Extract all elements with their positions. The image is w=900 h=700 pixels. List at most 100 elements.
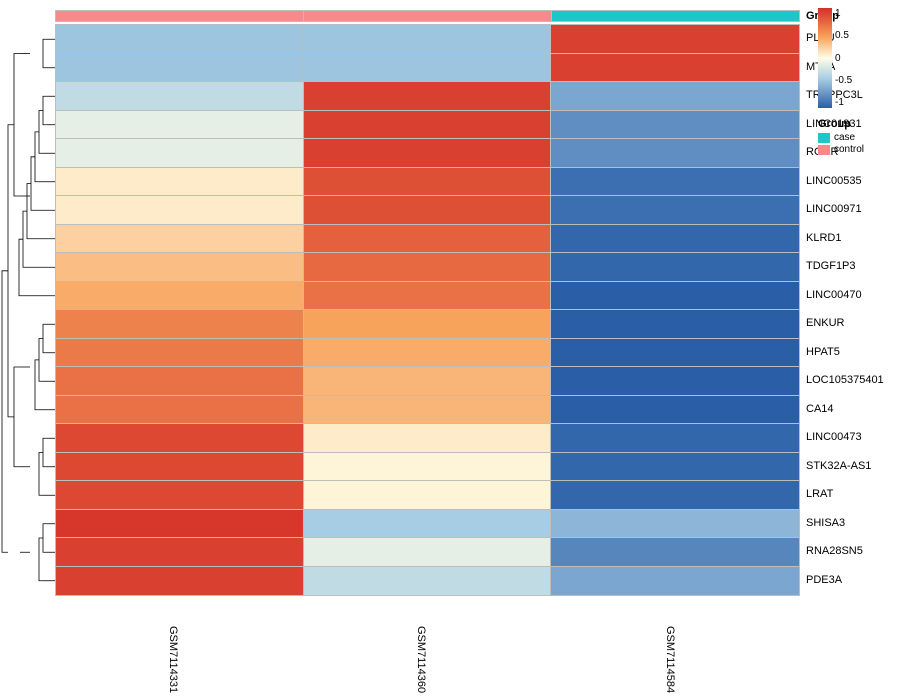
heatmap-cell: [551, 567, 799, 596]
colorbar: 1 0.5 0 -0.5 -1: [818, 8, 896, 108]
heatmap-cell: [56, 396, 304, 425]
heatmap-cell: [56, 54, 304, 83]
legend-swatch: [818, 133, 830, 143]
heatmap-cell: [551, 424, 799, 453]
heatmap-cell: [551, 82, 799, 111]
heatmap-cell: [56, 310, 304, 339]
heatmap-cell: [304, 25, 552, 54]
heatmap-cell: [551, 538, 799, 567]
heatmap-cell: [551, 225, 799, 254]
colorbar-gradient: [818, 8, 832, 108]
row-label: HPAT5: [806, 346, 884, 358]
colorbar-tick: 0.5: [835, 30, 852, 41]
column-label: GSM7114360: [415, 626, 427, 693]
heatmap-cell: [304, 538, 552, 567]
group-cell: [304, 11, 552, 21]
group-legend-items: casecontrol: [818, 132, 896, 155]
heatmap-cell: [304, 282, 552, 311]
row-label: LOC105375401: [806, 374, 884, 386]
heatmap-cell: [56, 25, 304, 54]
heatmap-cell: [56, 567, 304, 596]
heatmap-cell: [551, 367, 799, 396]
heatmap-cell: [551, 310, 799, 339]
heatmap-cell: [304, 253, 552, 282]
group-cell: [56, 11, 304, 21]
row-dendrogram: [0, 25, 55, 595]
heatmap-cell: [56, 225, 304, 254]
heatmap-cell: [304, 168, 552, 197]
row-label: CA14: [806, 403, 884, 415]
group-legend-title: Group: [818, 118, 896, 130]
heatmap-cell: [551, 282, 799, 311]
heatmap-cell: [56, 111, 304, 140]
colorbar-tick: -1: [835, 97, 852, 108]
heatmap-cell: [304, 139, 552, 168]
heatmap-cell: [551, 168, 799, 197]
heatmap-cell: [56, 424, 304, 453]
heatmap-cell: [304, 367, 552, 396]
heatmap-cell: [56, 510, 304, 539]
heatmap-cell: [304, 396, 552, 425]
heatmap-cell: [551, 453, 799, 482]
row-label: RNA28SN5: [806, 545, 884, 557]
heatmap-cell: [551, 111, 799, 140]
heatmap-cell: [551, 510, 799, 539]
heatmap-grid: [55, 24, 800, 596]
row-label: LRAT: [806, 488, 884, 500]
heatmap-cell: [56, 453, 304, 482]
column-labels: GSM7114331 GSM7114360 GSM7114584: [55, 620, 800, 690]
heatmap-cell: [551, 339, 799, 368]
colorbar-ticks: 1 0.5 0 -0.5 -1: [835, 8, 852, 108]
row-label: PDE3A: [806, 574, 884, 586]
column-label: GSM7114331: [167, 626, 179, 693]
heatmap-cell: [304, 453, 552, 482]
heatmap-cell: [56, 481, 304, 510]
colorbar-tick: 1: [835, 8, 852, 19]
row-label: TDGF1P3: [806, 260, 884, 272]
heatmap-cell: [551, 253, 799, 282]
legend-label: control: [834, 144, 864, 155]
heatmap-cell: [304, 567, 552, 596]
heatmap-cell: [304, 196, 552, 225]
row-label: LINC00470: [806, 289, 884, 301]
row-label: KLRD1: [806, 232, 884, 244]
heatmap-cell: [304, 111, 552, 140]
heatmap-cell: [304, 82, 552, 111]
row-label: LINC00971: [806, 203, 884, 215]
row-label: SHISA3: [806, 517, 884, 529]
heatmap-cell: [551, 481, 799, 510]
group-cell: [552, 11, 799, 21]
heatmap-cell: [551, 25, 799, 54]
heatmap: Group PLAUMT2ATRAPPC3LLINC01931ROCRLINC0…: [55, 10, 800, 620]
column-label: GSM7114584: [664, 626, 676, 693]
heatmap-cell: [56, 168, 304, 197]
heatmap-cell: [56, 538, 304, 567]
legend: 1 0.5 0 -0.5 -1 Group casecontrol: [818, 8, 896, 156]
heatmap-cell: [56, 82, 304, 111]
heatmap-cell: [304, 481, 552, 510]
heatmap-cell: [551, 139, 799, 168]
heatmap-cell: [56, 196, 304, 225]
heatmap-cell: [56, 339, 304, 368]
colorbar-tick: -0.5: [835, 75, 852, 86]
group-annotation-track: [55, 10, 800, 22]
heatmap-cell: [304, 339, 552, 368]
heatmap-cell: [304, 310, 552, 339]
heatmap-cell: [304, 510, 552, 539]
heatmap-cell: [56, 282, 304, 311]
heatmap-cell: [551, 396, 799, 425]
heatmap-cell: [304, 225, 552, 254]
legend-swatch: [818, 145, 830, 155]
row-label: STK32A-AS1: [806, 460, 884, 472]
row-label: ENKUR: [806, 317, 884, 329]
legend-label: case: [834, 132, 855, 143]
heatmap-cell: [551, 54, 799, 83]
row-label: LINC00473: [806, 431, 884, 443]
heatmap-cell: [56, 367, 304, 396]
heatmap-cell: [56, 253, 304, 282]
heatmap-cell: [304, 424, 552, 453]
colorbar-tick: 0: [835, 53, 852, 64]
heatmap-cell: [56, 139, 304, 168]
row-label: LINC00535: [806, 175, 884, 187]
heatmap-cell: [304, 54, 552, 83]
